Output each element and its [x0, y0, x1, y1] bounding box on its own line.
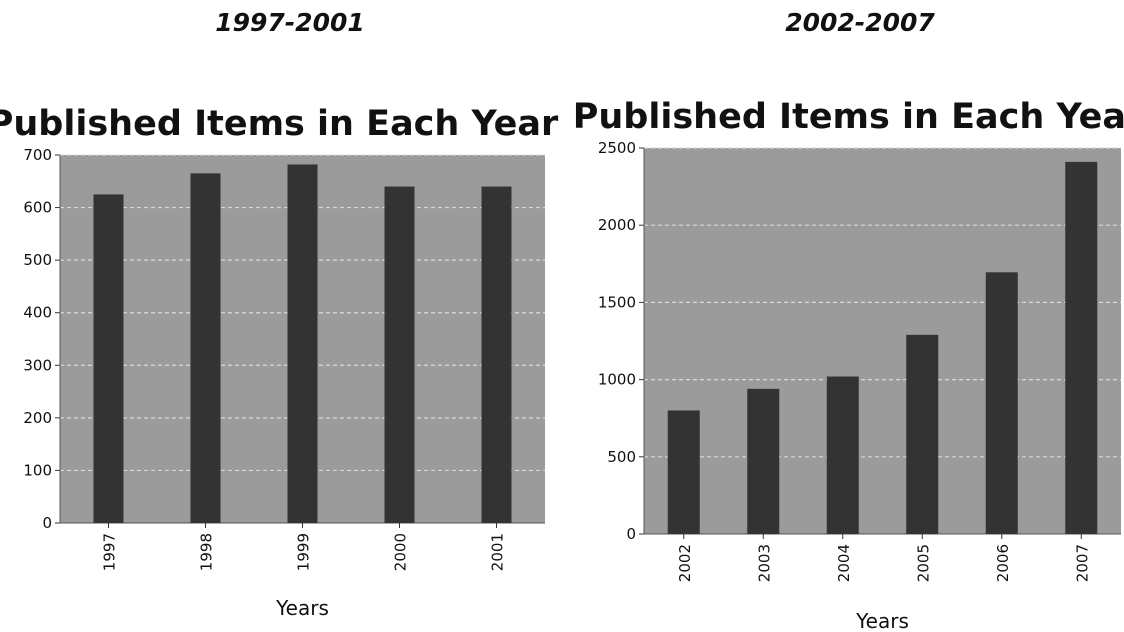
y-tick-label: 500	[607, 448, 636, 466]
x-tick-label: 1997	[101, 533, 119, 571]
period-label-left: 1997-2001	[215, 8, 365, 37]
bar-2007	[1065, 161, 1098, 534]
x-tick-label: 2007	[1073, 544, 1091, 582]
bar-2003	[747, 388, 780, 534]
plot-area	[644, 148, 1121, 534]
bar-2002	[667, 410, 700, 534]
y-tick-label: 200	[23, 409, 52, 427]
y-tick-label: 1500	[598, 293, 636, 311]
y-tick-label: 100	[23, 461, 52, 479]
bar-1997	[93, 194, 124, 523]
x-tick-label: 1999	[295, 533, 313, 571]
y-tick-label: 2000	[598, 216, 636, 234]
period-label-right: 2002-2007	[785, 8, 935, 37]
y-tick-label: 0	[42, 514, 52, 532]
bar-chart-1997-2001: Published Items in Each Year 0 100 200 300 40…	[0, 104, 559, 620]
y-tick-label: 600	[23, 199, 52, 217]
x-tick-label: 2006	[994, 544, 1012, 582]
bar-2001	[481, 186, 512, 524]
x-axis-label: Years	[855, 609, 909, 632]
x-tick-label: 2001	[489, 533, 507, 571]
y-tick-label: 300	[23, 356, 52, 374]
y-tick-label: 700	[23, 146, 52, 164]
x-tick-label: 2005	[914, 544, 932, 582]
bar-2006	[985, 272, 1018, 534]
y-tick-label: 1000	[598, 371, 636, 389]
bar-2000	[384, 186, 415, 524]
x-axis-label: Years	[275, 596, 329, 620]
chart-title: Published Items in Each Year	[573, 97, 1124, 137]
bar-2004	[826, 376, 859, 534]
y-tick-label: 400	[23, 304, 52, 322]
chart-title: Published Items in Each Year	[0, 104, 559, 144]
y-tick-label: 0	[626, 525, 636, 543]
bar-1998	[190, 173, 221, 523]
y-tick-label: 500	[23, 251, 52, 269]
x-tick-label: 2000	[392, 533, 410, 571]
x-tick-label: 1998	[198, 533, 216, 571]
x-tick-label: 2003	[755, 544, 773, 582]
x-tick-label: 2002	[676, 544, 694, 582]
y-tick-label: 2500	[598, 139, 636, 157]
x-tick-label: 2004	[835, 544, 853, 582]
bar-1999	[287, 164, 318, 523]
bar-2005	[906, 334, 939, 534]
